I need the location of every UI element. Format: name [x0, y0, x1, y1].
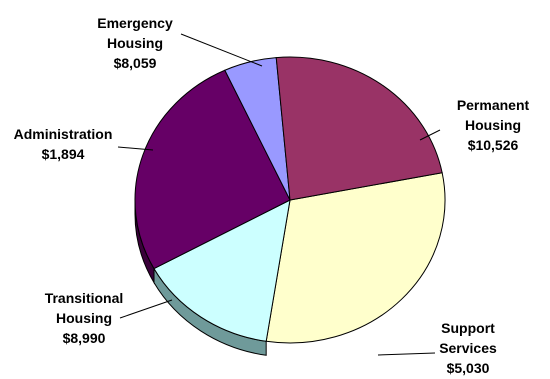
label-name-line: Housing [107, 35, 163, 51]
label-value: $5,030 [447, 360, 490, 376]
pie-slice-support-services [153, 199, 291, 342]
label-support-services: Support Services $5,030 [439, 320, 497, 376]
pie-slice-transitional-housing [134, 69, 291, 270]
label-name-line: Services [439, 340, 497, 356]
label-name-line: Transitional [45, 290, 124, 306]
label-emergency-housing: Emergency Housing $8,059 [97, 15, 173, 71]
leader-lines [117, 33, 441, 356]
label-name-line: Permanent [457, 97, 530, 113]
label-name-line: Housing [465, 117, 521, 133]
pie-slice-emergency-housing [275, 56, 443, 201]
pie-slice-permanent-housing [265, 172, 446, 344]
slice-labels: Emergency Housing $8,059 Permanent Housing $1… [14, 15, 530, 376]
label-administration: Administration $1,894 [14, 126, 113, 162]
label-name-line: Emergency [97, 15, 173, 31]
label-value: $10,526 [468, 137, 519, 153]
leader-line-support-services [377, 352, 436, 356]
label-value: $8,059 [114, 55, 157, 71]
leader-line-administration [117, 146, 154, 151]
leader-line-permanent-housing [419, 129, 441, 141]
leader-line-transitional-housing [119, 299, 173, 319]
label-name-line: Housing [56, 310, 112, 326]
leader-line-emergency-housing [180, 33, 263, 67]
label-name-line: Administration [14, 126, 113, 142]
label-name-line: Support [441, 320, 495, 336]
label-transitional-housing: Transitional Housing $8,990 [45, 290, 124, 346]
label-permanent-housing: Permanent Housing $10,526 [457, 97, 530, 153]
label-value: $8,990 [63, 330, 106, 346]
pie-slices [134, 56, 446, 344]
label-value: $1,894 [42, 146, 85, 162]
